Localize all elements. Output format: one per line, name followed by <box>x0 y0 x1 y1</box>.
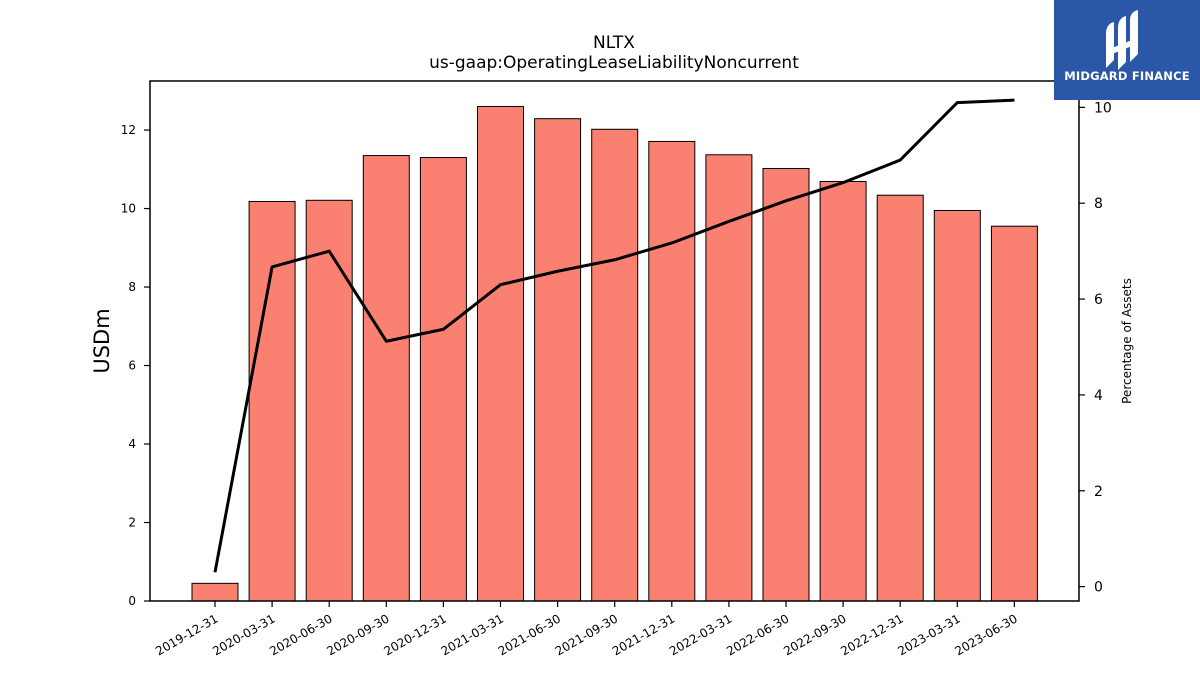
chart-title: NLTX <box>593 33 635 53</box>
x-tick-label: 2021-06-30 <box>496 611 563 658</box>
y2-tick-label: 2 <box>1094 484 1103 500</box>
y-axis-label-right: Percentage of Assets <box>1120 278 1134 404</box>
bar <box>534 118 582 602</box>
x-tick-label: 2020-03-31 <box>210 611 277 658</box>
right-axis-ticks: 0 2 4 6 8 10 <box>1079 100 1112 596</box>
bar <box>591 128 639 602</box>
y-tick-label: 0 <box>128 594 136 608</box>
y2-tick-label: 4 <box>1094 388 1103 404</box>
x-tick-label: 2022-09-30 <box>781 611 848 658</box>
brand-logo: MIDGARD FINANCE <box>1054 0 1200 100</box>
y-tick-label: 8 <box>128 280 136 294</box>
bar <box>648 140 696 602</box>
left-axis-ticks: 0 2 4 6 8 10 12 <box>121 123 150 608</box>
y2-tick-label: 6 <box>1094 292 1103 308</box>
y-tick-label: 4 <box>128 437 136 451</box>
bar <box>477 106 524 602</box>
bar <box>305 199 353 602</box>
bar <box>191 582 239 602</box>
x-tick-label: 2020-12-31 <box>381 611 448 658</box>
bar <box>819 180 867 602</box>
bar <box>876 194 924 602</box>
y-tick-label: 6 <box>128 359 136 373</box>
x-tick-label: 2022-06-30 <box>724 611 791 658</box>
x-tick-label: 2021-09-30 <box>553 611 620 658</box>
y-tick-label: 12 <box>121 123 136 137</box>
y2-tick-label: 10 <box>1094 100 1112 116</box>
y-axis-label-left: USDm <box>90 308 114 373</box>
y2-tick-label: 0 <box>1094 580 1103 596</box>
x-tick-label: 2019-12-31 <box>153 611 220 658</box>
bar <box>362 155 410 602</box>
bar <box>419 157 467 602</box>
bar <box>705 154 753 602</box>
bar <box>990 225 1038 602</box>
brand-name: MIDGARD FINANCE <box>1064 69 1190 83</box>
bar <box>762 168 810 602</box>
line-series <box>213 98 1015 573</box>
bar <box>933 210 981 602</box>
y-tick-label: 2 <box>128 516 136 530</box>
x-tick-label: 2023-06-30 <box>952 611 1019 658</box>
y-tick-label: 10 <box>121 202 136 216</box>
x-axis-ticks: 2019-12-312020-03-312020-06-302020-09-30… <box>153 601 1020 658</box>
x-tick-label: 2022-03-31 <box>667 611 734 658</box>
chart-subtitle: us-gaap:OperatingLeaseLiabilityNoncurren… <box>429 53 799 73</box>
x-tick-label: 2023-03-31 <box>895 611 962 658</box>
y2-tick-label: 8 <box>1094 196 1103 212</box>
bar-series <box>191 106 1038 602</box>
x-tick-label: 2020-06-30 <box>267 611 334 658</box>
x-tick-label: 2021-12-31 <box>610 611 677 658</box>
x-tick-label: 2022-12-31 <box>838 611 905 658</box>
x-tick-label: 2020-09-30 <box>324 611 391 658</box>
x-tick-label: 2021-03-31 <box>439 611 506 658</box>
line-path <box>213 98 1015 573</box>
midgard-logo-icon <box>1106 10 1138 70</box>
